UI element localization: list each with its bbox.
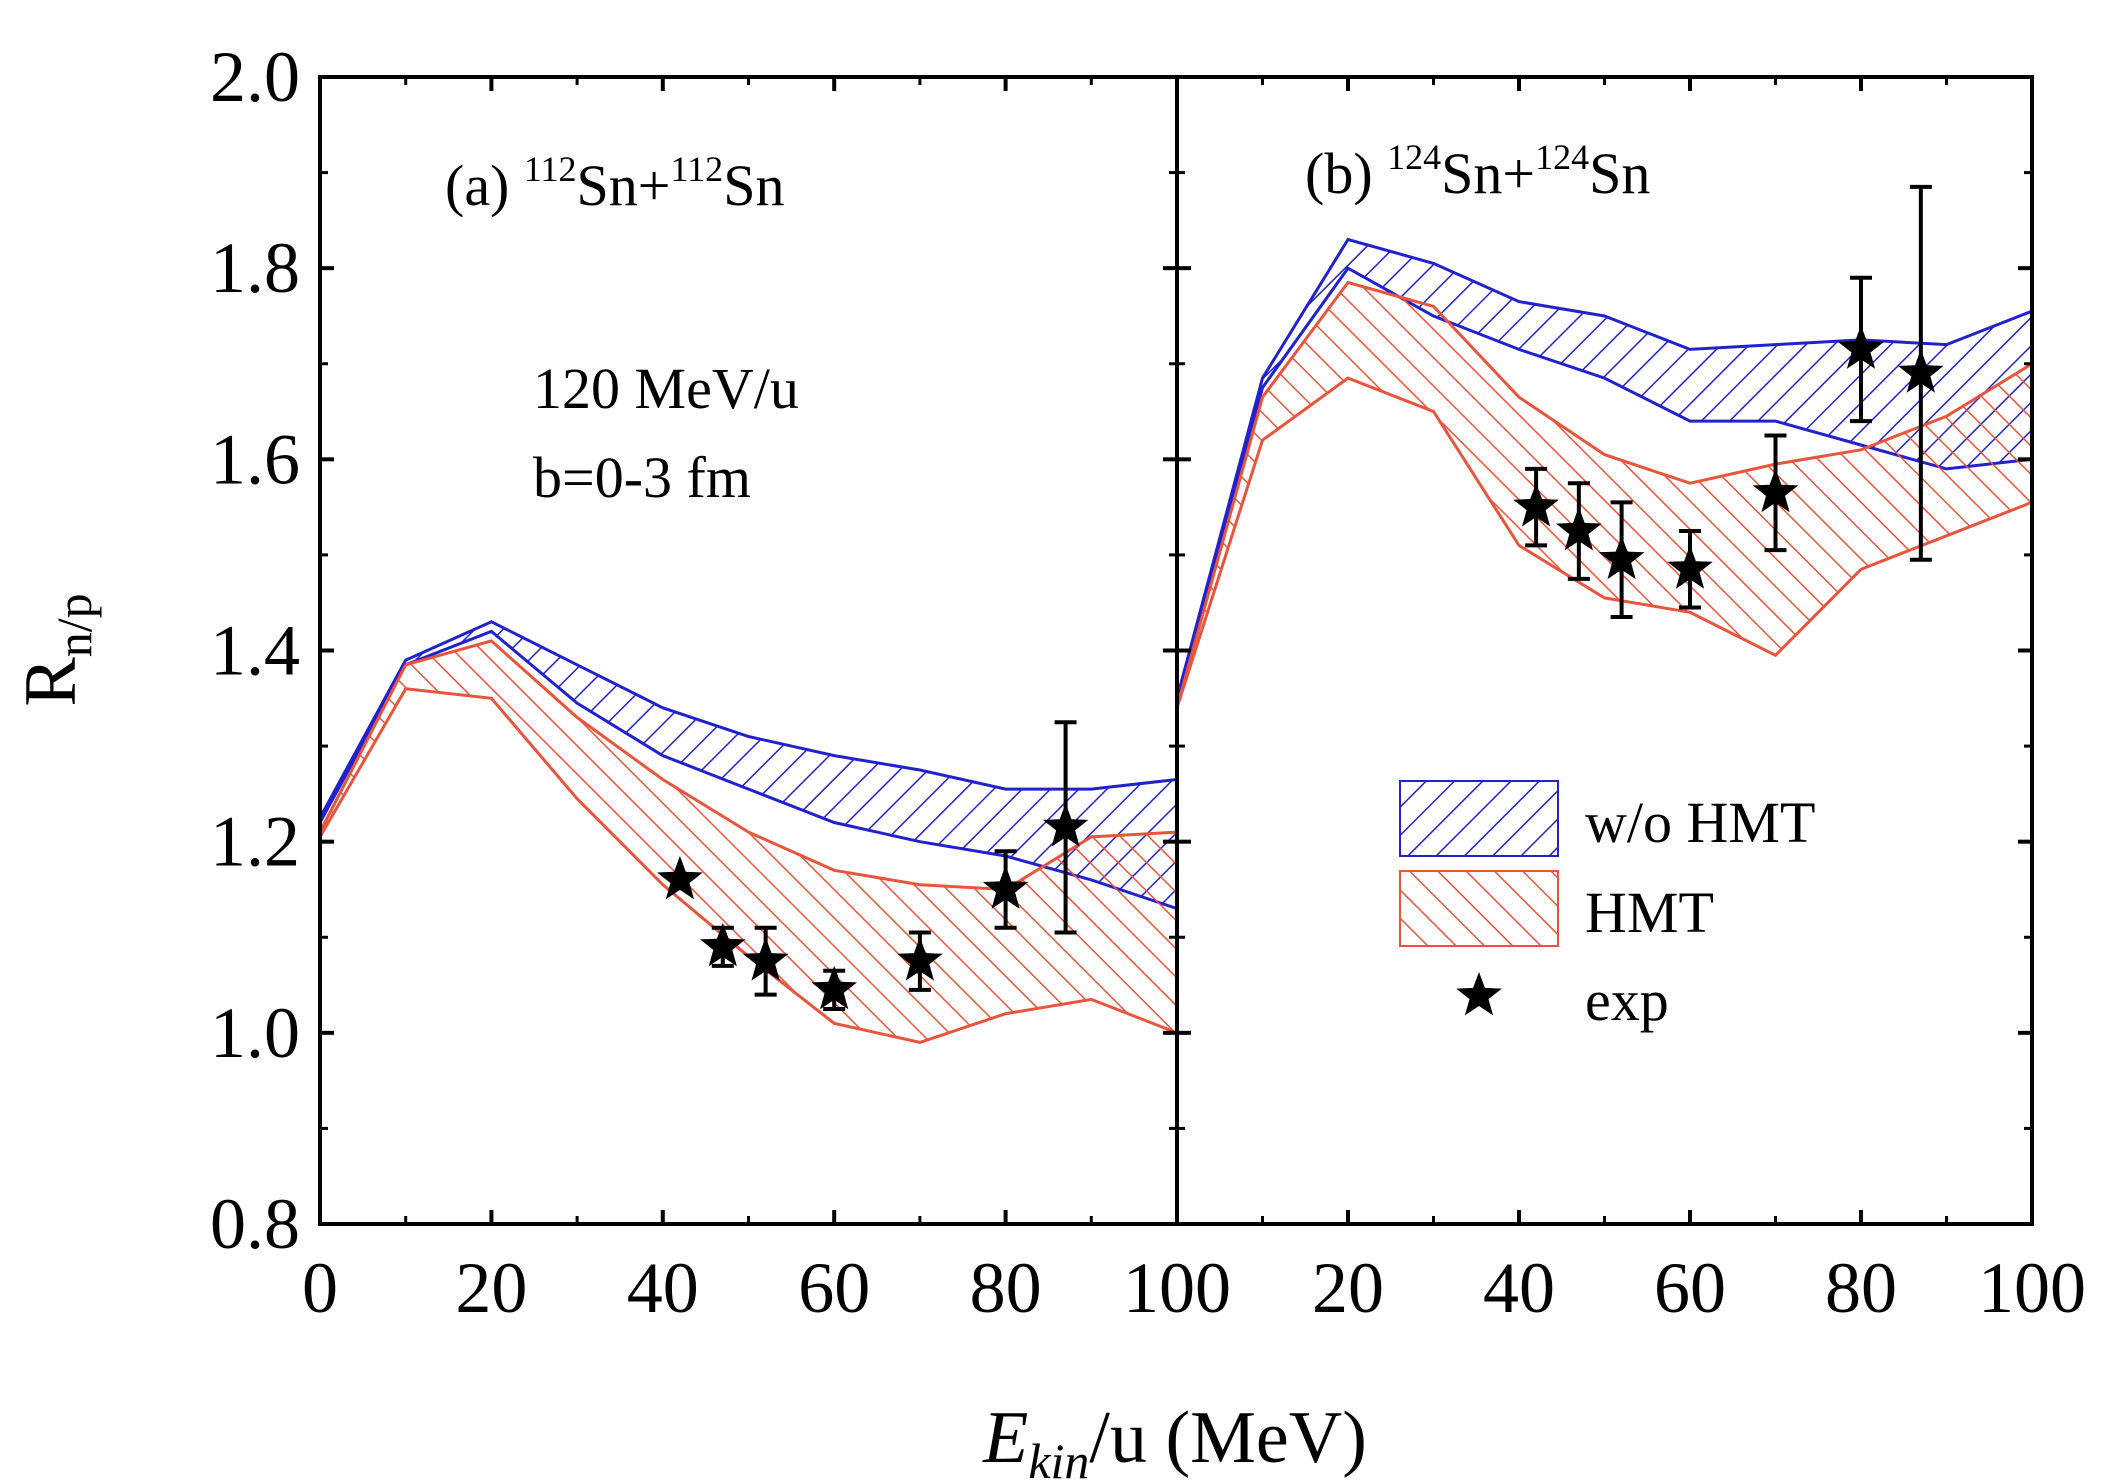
condition-energy: 120 MeV/u [533,356,799,421]
x-tick-label: 100 [1978,1248,2086,1328]
panel-a-hmt-band-upper-line [320,639,1177,892]
panel-a-frame [318,75,1179,1226]
panel-a-label: (a) 112Sn+112Sn [445,149,784,218]
panel-b-frame [1175,75,2034,1226]
panel-a-mass2: 112 [671,149,724,189]
panel-b-exp-point [1838,325,1884,369]
panel-a-wo-hmt-band-fill [320,621,1177,909]
panel-b-exp-point [1667,545,1713,589]
panel-b-exp-point [1752,468,1799,513]
axis-tick-labels: 0.8 1.0 1.2 1.4 1.6 1.8 2.0 0 20 40 60 80 20 40 60 80 10… [210,37,2086,1328]
y-tick-label: 2.0 [210,37,300,117]
panel-b-elem1: Sn+ [1441,141,1535,206]
x-tick-label: 80 [970,1248,1042,1328]
y-tick-label: 1.6 [210,419,300,499]
x-tick-label: 20 [455,1248,527,1328]
panel-b-exp-point [1598,535,1645,580]
legend-hmt-swatch [1399,870,1559,947]
panel-b-mass1: 124 [1387,137,1441,177]
y-axis-title-main: R [10,657,92,707]
panel-a-elem2: Sn [723,153,784,218]
x-axis-title-sub: kin [1028,1433,1089,1481]
panel-a-wo-hmt-band-lower-line [320,629,1177,911]
panel-b-hmt-band-fill [1177,282,2032,708]
legend-exp-marker [1456,972,1502,1016]
legend: w/o HMT HMT exp [1399,780,1815,1033]
panel-a-elem1: Sn+ [577,153,671,218]
x-tick-label: 40 [1483,1248,1555,1328]
panel-a-exp-point [1042,803,1089,847]
x-axis-title: Ekin/u (MeV) [982,1397,1367,1481]
panel-b-wo-hmt-band-fill [1177,239,2032,704]
panel-b-exp-point [1513,483,1559,527]
x-axis-title-rest: /u (MeV) [1089,1397,1366,1479]
x-tick-label: 40 [627,1248,699,1328]
panel-a-exp-point [657,855,703,900]
panel-b-wo-hmt-band-upper-line [1177,237,2032,699]
x-tick-label: 0 [302,1248,338,1328]
y-tick-label: 0.8 [210,1184,300,1264]
panel-a-hmt-band-fill [320,640,1177,1043]
panel-a-wo-hmt-band-upper-line [320,620,1177,819]
panel-b-elem2: Sn [1589,141,1650,206]
x-tick-label: 60 [1654,1248,1726,1328]
y-tick-label: 1.4 [210,611,300,691]
panel-a-exp-point [742,937,789,981]
panel-b-exp-point [1898,349,1944,393]
x-tick-label-shared: 100 [1123,1248,1231,1328]
y-tick-label: 1.0 [210,993,300,1073]
condition-impact: b=0-3 fm [533,445,751,510]
legend-wo-hmt-label: w/o HMT [1585,790,1815,855]
exp-markers [657,184,1944,1011]
panel-a-prefix: (a) [445,153,524,218]
x-tick-label: 60 [798,1248,870,1328]
y-axis-title: Rn/p [10,593,102,706]
panel-b-label: (b) 124Sn+124Sn [1305,137,1650,206]
panel-b-hmt-band-upper-line [1177,280,2032,709]
panel-a-exp-point [982,865,1029,909]
y-tick-label: 1.2 [210,802,300,882]
legend-exp-star [1456,972,1502,1016]
panel-a-plot [320,620,1177,1044]
axis-ticks [318,75,2034,1226]
panel-b-exp-point [1556,507,1602,551]
panel-b-plot [1177,237,2032,709]
x-axis-title-main: E [982,1397,1028,1479]
y-axis-title-sub: n/p [46,593,102,657]
panel-a-exp-point [897,937,943,981]
legend-wo-hmt-swatch [1399,780,1559,857]
x-tick-label: 80 [1825,1248,1897,1328]
panel-b-prefix: (b) [1305,141,1387,206]
panel-a-exp-point [700,922,746,967]
y-tick-label: 1.8 [210,228,300,308]
panel-b-mass2: 124 [1535,137,1589,177]
panel-a-mass1: 112 [524,149,577,189]
legend-hmt-label: HMT [1585,880,1714,945]
panel-b-hmt-band-lower-line [1177,376,2032,709]
legend-exp-label: exp [1585,968,1669,1033]
panel-a-exp-point [811,965,857,1010]
x-tick-label: 20 [1312,1248,1384,1328]
